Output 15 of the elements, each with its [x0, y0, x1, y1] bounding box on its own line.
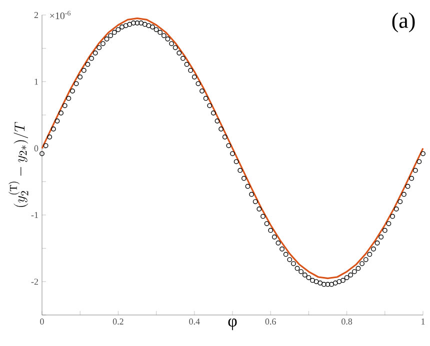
y-tick-label: 0 [34, 145, 38, 152]
x-tick-label: 1 [422, 318, 425, 324]
x-tick-label: 0.8 [342, 318, 352, 325]
x-tick-label: 0.6 [265, 318, 276, 325]
x-tick-label: 0 [40, 318, 44, 325]
annotation: ×10$^{-6}$ [50, 10, 71, 20]
annotation: (a) [392, 12, 415, 32]
y-tick-label: 2 [34, 12, 38, 18]
x-axis-title: φ [228, 318, 237, 330]
y-tick-label: -2 [31, 278, 38, 285]
y-tick-label: -1 [31, 212, 38, 218]
x-tick-label: 0.4 [189, 318, 200, 325]
y-tick-label: 1 [34, 78, 38, 85]
y-axis-title: $(y_2^{(\mathrm{T})} - y_{2*})/T$ [8, 122, 28, 207]
x-tick-label: 0.2 [112, 318, 124, 325]
